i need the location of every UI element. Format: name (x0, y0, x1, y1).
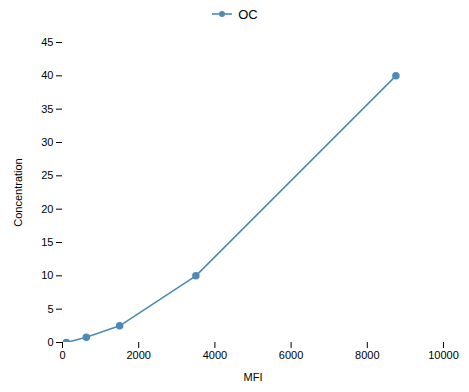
svg-text:Concentration: Concentration (12, 158, 24, 227)
svg-text:45: 45 (41, 36, 53, 48)
svg-text:0: 0 (47, 336, 53, 348)
svg-text:30: 30 (41, 136, 53, 148)
svg-text:6000: 6000 (279, 349, 303, 361)
svg-text:0: 0 (59, 349, 65, 361)
svg-text:8000: 8000 (355, 349, 379, 361)
svg-text:MFI: MFI (244, 371, 263, 383)
svg-text:20: 20 (41, 203, 53, 215)
html-text:OC: OC (238, 6, 258, 22)
svg-text:40: 40 (41, 69, 53, 81)
svg-text:10000: 10000 (428, 349, 459, 361)
svg-text:35: 35 (41, 103, 53, 115)
svg-text:2000: 2000 (126, 349, 150, 361)
svg-text:5: 5 (47, 303, 53, 315)
svg-text:25: 25 (41, 169, 53, 181)
svg-text:10: 10 (41, 269, 53, 281)
svg-text:4000: 4000 (203, 349, 227, 361)
svg-text:15: 15 (41, 236, 53, 248)
